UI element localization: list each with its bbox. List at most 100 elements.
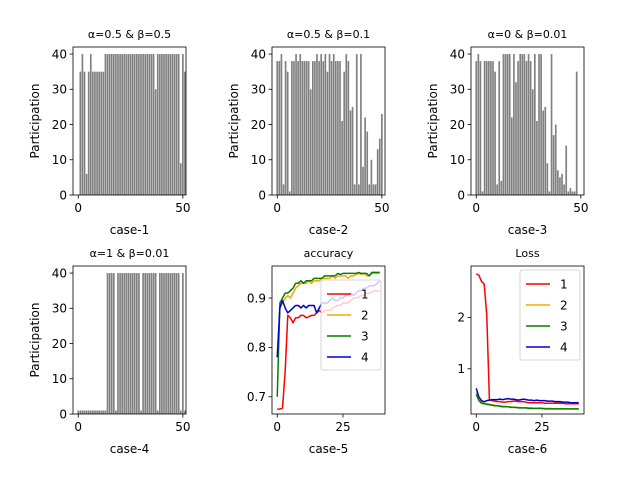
y-tick-label: 40 (52, 47, 67, 61)
legend-label: 2 (361, 308, 369, 322)
bar (353, 184, 356, 195)
y-tick-label: 30 (52, 302, 67, 316)
bar (175, 273, 178, 414)
bar (305, 61, 308, 195)
series-line-4 (475, 388, 579, 404)
bar (144, 273, 147, 414)
bar (144, 54, 147, 195)
bar (129, 54, 132, 195)
bar (565, 145, 568, 195)
bar (108, 54, 111, 195)
bar (343, 71, 346, 195)
y-axis-label: Participation (28, 84, 42, 159)
bar (146, 273, 149, 414)
bar (148, 273, 151, 414)
bar (142, 273, 144, 414)
bar (115, 410, 117, 414)
bar (567, 191, 570, 195)
bar (87, 410, 90, 414)
bar (92, 71, 94, 195)
bar (102, 71, 105, 195)
bar (492, 61, 494, 195)
bar (548, 191, 551, 195)
bar (320, 54, 323, 195)
bar (523, 54, 526, 195)
bar (575, 71, 578, 195)
bar (552, 135, 555, 195)
x-tick-label: 0 (74, 201, 82, 215)
y-tick-label: 30 (450, 83, 465, 97)
bar (538, 54, 540, 195)
x-axis-label: case-1 (110, 223, 150, 237)
bar (515, 82, 517, 195)
y-tick-label: 10 (52, 153, 67, 167)
bar (297, 61, 299, 195)
bar (554, 124, 557, 195)
bar (280, 54, 283, 195)
bar (529, 61, 532, 195)
y-tick-label: 0.9 (247, 291, 266, 305)
bar (79, 71, 82, 195)
bar (173, 54, 176, 195)
subplot-3: α=0 & β=0.01 0 50 0 10 20 30 40 case-3 Participat… (426, 28, 589, 237)
bar (481, 191, 484, 195)
bar (182, 54, 184, 195)
bar (127, 273, 130, 414)
bar (115, 54, 117, 195)
y-tick-label: 0 (59, 188, 67, 202)
bar (89, 54, 92, 195)
bar (81, 410, 84, 414)
bar (165, 273, 167, 414)
bar (309, 89, 312, 195)
bar (110, 273, 113, 414)
y-tick-label: 1 (457, 362, 465, 376)
bar (282, 184, 285, 195)
bar (351, 106, 354, 195)
bar (487, 61, 490, 195)
series-line-3 (276, 271, 380, 397)
bar (171, 54, 174, 195)
y-tick-label: 10 (251, 153, 266, 167)
x-axis-label: case-5 (309, 442, 349, 456)
bar (123, 54, 126, 195)
bar (131, 54, 134, 195)
axes-frame (470, 265, 585, 415)
y-tick-label: 40 (251, 47, 266, 61)
legend-label: 4 (361, 350, 369, 364)
bar (311, 61, 314, 195)
bar (154, 89, 157, 195)
x-tick-label: 50 (175, 420, 190, 434)
bar (152, 273, 155, 414)
bar (334, 61, 337, 195)
bar (104, 54, 107, 195)
bar (94, 71, 96, 195)
bar (295, 54, 297, 195)
bar (119, 54, 121, 195)
bar (498, 61, 501, 195)
bar (542, 110, 545, 195)
axes-frame (72, 46, 187, 196)
bar (184, 410, 186, 414)
bar (483, 61, 486, 195)
bar (324, 54, 327, 195)
bar (544, 106, 547, 195)
bar (366, 131, 369, 195)
bar (92, 410, 94, 414)
bar (496, 184, 498, 195)
bar (127, 54, 130, 195)
bar (517, 61, 519, 195)
bar (138, 54, 140, 195)
bar (341, 121, 343, 195)
bar (167, 54, 170, 195)
bar (559, 177, 561, 195)
bar (173, 273, 176, 414)
axes-frame (271, 46, 386, 196)
y-tick-label: 20 (251, 118, 266, 132)
bar (332, 54, 335, 195)
bar (146, 54, 149, 195)
bar (299, 54, 302, 195)
y-tick-label: 20 (52, 337, 67, 351)
y-axis-label: Participation (28, 303, 42, 378)
x-tick-label: 50 (573, 201, 588, 215)
bar (502, 54, 505, 195)
